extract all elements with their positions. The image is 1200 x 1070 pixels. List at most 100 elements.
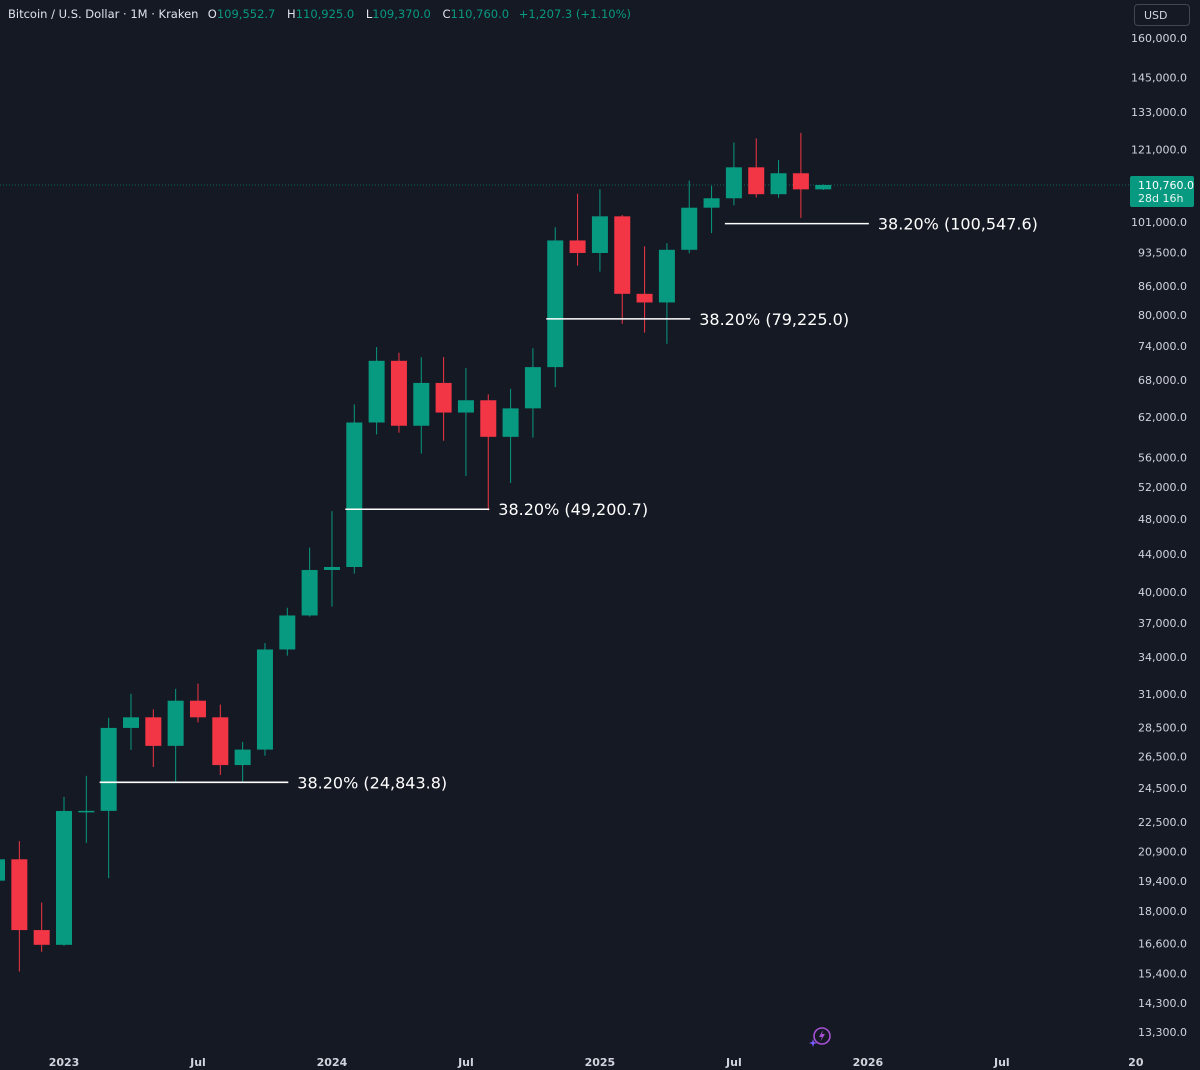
candle — [145, 709, 162, 768]
candle-body — [100, 727, 117, 811]
fib-level-label: 38.20% (24,843.8) — [297, 773, 447, 792]
x-tick-label: 20 — [1128, 1056, 1144, 1069]
candle — [435, 357, 452, 441]
candle-body — [502, 408, 519, 437]
x-tick-label: 2023 — [49, 1056, 80, 1069]
candle-body — [524, 367, 541, 409]
x-tick-label: 2026 — [853, 1056, 884, 1069]
candle — [547, 227, 564, 388]
candle-body — [279, 615, 296, 650]
y-tick-label: 80,000.0 — [1138, 309, 1187, 322]
x-tick-label: Jul — [725, 1056, 742, 1069]
currency-button[interactable]: USD — [1134, 4, 1190, 26]
x-tick-label: Jul — [189, 1056, 206, 1069]
fib-level-label: 38.20% (49,200.7) — [498, 500, 648, 519]
y-tick-label: 48,000.0 — [1138, 513, 1187, 526]
candle-body — [614, 216, 631, 294]
candle — [11, 841, 28, 972]
change-value: +1,207.3 (+1.10%) — [518, 7, 632, 21]
candle — [703, 185, 720, 234]
candle-body — [480, 400, 497, 437]
candle — [100, 717, 117, 879]
low-label: L — [365, 7, 373, 21]
x-tick-label: Jul — [993, 1056, 1010, 1069]
y-tick-label: 31,000.0 — [1138, 688, 1187, 701]
y-tick-label: 133,000.0 — [1131, 106, 1187, 119]
candle-body — [368, 360, 385, 423]
candle-body — [212, 717, 229, 766]
candle-body — [681, 207, 698, 250]
y-tick-label: 44,000.0 — [1138, 548, 1187, 561]
candle-body — [301, 569, 318, 616]
x-tick-label: Jul — [457, 1056, 474, 1069]
y-tick-label: 68,000.0 — [1138, 374, 1187, 387]
y-tick-label: 52,000.0 — [1138, 481, 1187, 494]
candle-body — [256, 649, 273, 750]
y-tick-label: 101,000.0 — [1131, 216, 1187, 229]
y-tick-label: 34,000.0 — [1138, 651, 1187, 664]
candle-body — [770, 173, 787, 195]
candle — [681, 180, 698, 254]
candle — [591, 189, 608, 272]
last-price-value: 110,760.0 — [1138, 179, 1194, 192]
y-tick-label: 19,400.0 — [1138, 875, 1187, 888]
candle-body — [145, 717, 162, 746]
candle-body — [167, 700, 184, 746]
y-tick-label: 56,000.0 — [1138, 452, 1187, 465]
candle-body — [636, 293, 653, 303]
candle-body — [189, 700, 206, 718]
y-tick-label: 160,000.0 — [1131, 32, 1187, 45]
candle — [78, 775, 95, 843]
candle — [33, 902, 50, 952]
candle-body — [703, 198, 720, 208]
close-value: 110,760.0 — [450, 7, 510, 21]
open-value: 109,552.7 — [216, 7, 276, 21]
candle-body — [569, 240, 586, 253]
candle-body — [815, 184, 832, 190]
candle — [122, 693, 139, 750]
candle — [815, 184, 832, 191]
candle — [569, 193, 586, 266]
candle — [457, 367, 474, 476]
lightning-sparkle-icon[interactable] — [809, 1026, 833, 1048]
candle — [413, 357, 430, 454]
candle — [56, 796, 72, 946]
candle-body — [413, 382, 430, 426]
y-tick-label: 14,300.0 — [1138, 997, 1187, 1010]
low-value: 109,370.0 — [372, 7, 431, 21]
x-tick-label: 2025 — [585, 1056, 616, 1069]
candle-body — [33, 930, 50, 945]
candle — [480, 394, 497, 511]
y-tick-label: 93,500.0 — [1138, 247, 1187, 260]
candle-body — [0, 859, 6, 881]
candle-body — [792, 173, 809, 190]
candle-body — [234, 749, 251, 766]
candle — [614, 214, 631, 324]
candle-body — [435, 382, 452, 413]
y-tick-label: 18,000.0 — [1138, 905, 1187, 918]
symbol-title[interactable]: Bitcoin / U.S. Dollar · 1M · Kraken — [8, 7, 199, 21]
y-tick-label: 74,000.0 — [1138, 340, 1187, 353]
last-price-badge-bg — [1130, 175, 1194, 207]
candle-body — [56, 810, 72, 945]
candle-body — [547, 240, 564, 368]
candle-body — [591, 216, 608, 253]
candle-body — [658, 249, 675, 303]
candle — [390, 352, 407, 433]
candle — [792, 132, 809, 218]
y-tick-label: 20,900.0 — [1138, 845, 1187, 858]
candle — [524, 348, 541, 438]
candle — [167, 688, 184, 784]
candle — [256, 643, 273, 756]
candle-body — [725, 167, 742, 199]
fib-level-label: 38.20% (100,547.6) — [878, 215, 1038, 234]
y-tick-label: 37,000.0 — [1138, 617, 1187, 630]
candle — [212, 704, 229, 776]
candle — [770, 160, 787, 198]
candle-body — [748, 167, 765, 195]
candle — [368, 347, 385, 435]
high-label: H — [287, 7, 296, 21]
candle — [323, 511, 340, 607]
